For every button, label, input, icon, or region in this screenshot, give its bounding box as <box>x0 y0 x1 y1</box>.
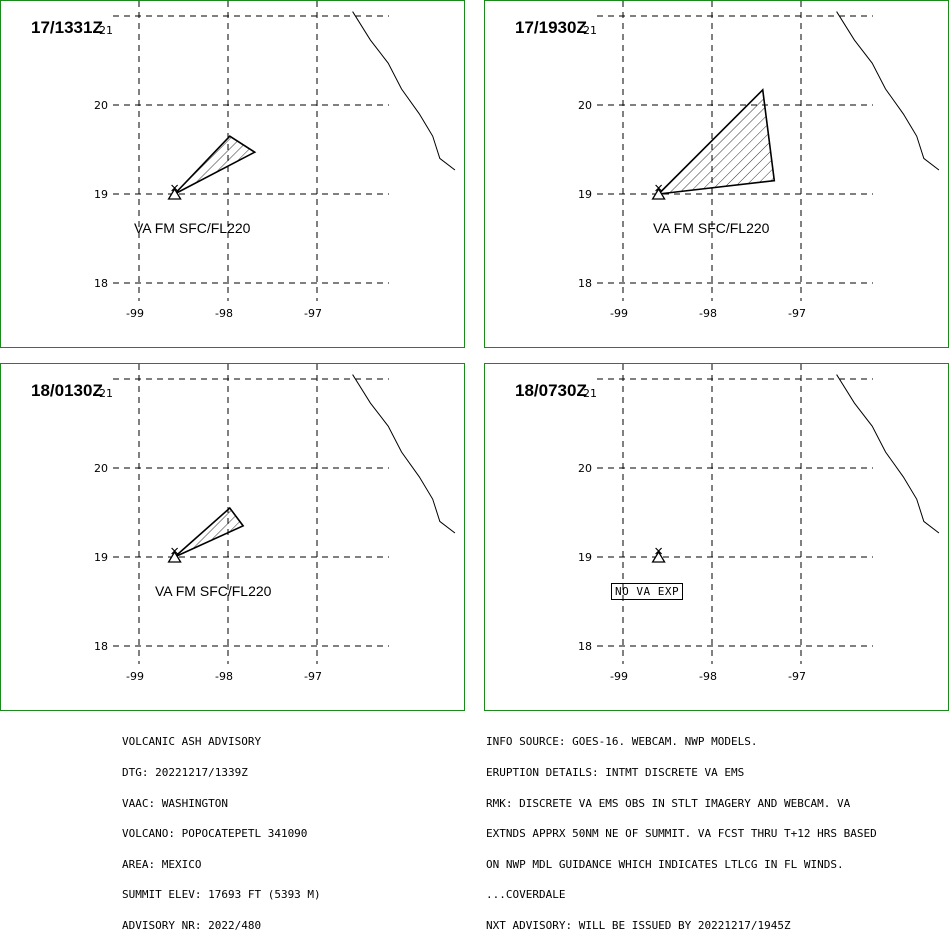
forecast-panel-2: 21 20 19 18 -99 -98 -97 17/1930Z VA FM SFC/FL2… <box>484 0 949 348</box>
coastline <box>836 374 940 534</box>
volcano-icon <box>167 547 182 563</box>
advisory-line: DTG: 20221217/1339Z <box>122 766 248 779</box>
lat-tick-label: 18 <box>94 640 108 653</box>
ash-cloud-polygon <box>174 506 245 558</box>
lon-tick-label: -99 <box>126 307 144 320</box>
remark-line: ERUPTION DETAILS: INTMT DISCRETE VA EMS <box>486 766 745 779</box>
lat-tick-label: 19 <box>578 551 592 564</box>
lat-tick-label: 19 <box>578 188 592 201</box>
remark-line: ...COVERDALE <box>486 888 566 902</box>
volcano-icon <box>651 547 666 563</box>
map-svg: 21 20 19 18 -99 -98 -97 <box>94 364 456 683</box>
panel-time: 18/0730Z <box>515 381 587 400</box>
remark-line: RMK: DISCRETE VA EMS OBS IN STLT IMAGERY… <box>486 796 851 810</box>
lat-tick-label: 21 <box>583 387 597 400</box>
ash-cloud-polygon <box>656 88 776 196</box>
lat-tick-label: 20 <box>578 99 592 112</box>
panel-time: 18/0130Z <box>31 381 103 400</box>
map-svg: 21 20 19 18 -99 -98 -97 <box>94 1 456 320</box>
remark-line: NXT ADVISORY: WILL BE ISSUED BY 20221217… <box>486 918 791 932</box>
lon-tick-label: -98 <box>699 307 717 320</box>
lat-tick-label: 20 <box>578 462 592 475</box>
advisory-line: AREA: MEXICO <box>122 857 202 871</box>
lon-tick-label: -97 <box>304 307 322 320</box>
remark-line: INFO SOURCE: GOES-16. WEBCAM. NWP MODELS… <box>486 735 758 749</box>
lat-tick-label: 18 <box>578 277 592 290</box>
lon-tick-label: -99 <box>126 670 144 683</box>
ash-label: VA FM SFC/FL220 <box>155 583 272 599</box>
advisory-remarks-block: INFO SOURCE: GOES-16. WEBCAM. NWP MODELS… <box>486 717 877 941</box>
ash-label: VA FM SFC/FL220 <box>653 220 770 236</box>
map-svg: 21 20 19 18 -99 -98 -97 <box>578 1 940 320</box>
lat-tick-label: 21 <box>99 387 113 400</box>
forecast-panel-1: 21 20 19 18 -99 -98 -97 17/1331Z VA FM SFC/FL2… <box>0 0 465 348</box>
lon-tick-label: -97 <box>788 307 806 320</box>
remark-line: ON NWP MDL GUIDANCE WHICH INDICATES LTLC… <box>486 857 844 871</box>
ash-cloud-polygon <box>174 135 257 195</box>
lon-tick-label: -98 <box>215 670 233 683</box>
remark-line: EXTNDS APPRX 50NM NE OF SUMMIT. VA FCST … <box>486 827 877 841</box>
coastline <box>836 11 940 171</box>
advisory-header-block: VOLCANIC ASH ADVISORY DTG: 20221217/1339… <box>122 717 321 941</box>
coastline <box>352 374 456 534</box>
lat-tick-label: 18 <box>578 640 592 653</box>
panel-time: 17/1331Z <box>31 18 103 37</box>
forecast-panel-3: 21 20 19 18 -99 -98 -97 18/0130Z VA FM SFC/FL2… <box>0 363 465 711</box>
lat-tick-label: 20 <box>94 99 108 112</box>
lon-tick-label: -99 <box>610 670 628 683</box>
lat-tick-label: 19 <box>94 551 108 564</box>
advisory-line: SUMMIT ELEV: 17693 FT (5393 M) <box>122 888 321 902</box>
lon-tick-label: -99 <box>610 307 628 320</box>
advisory-line: ADVISORY NR: 2022/480 <box>122 918 262 932</box>
lat-tick-label: 18 <box>94 277 108 290</box>
lon-tick-label: -97 <box>788 670 806 683</box>
lon-tick-label: -98 <box>699 670 717 683</box>
map-svg: 21 20 19 18 -99 -98 -97 <box>578 364 940 683</box>
lon-tick-label: -98 <box>215 307 233 320</box>
panel-time: 17/1930Z <box>515 18 587 37</box>
ash-label: VA FM SFC/FL220 <box>134 220 251 236</box>
lat-tick-label: 20 <box>94 462 108 475</box>
no-ash-label: NO VA EXP <box>611 583 684 600</box>
advisory-line: VAAC: WASHINGTON <box>122 796 228 810</box>
lat-tick-label: 21 <box>99 24 113 37</box>
advisory-line: VOLCANO: POPOCATEPETL 341090 <box>122 827 308 841</box>
advisory-line: VOLCANIC ASH ADVISORY <box>122 735 262 749</box>
forecast-panel-4: 21 20 19 18 -99 -98 -97 18/0730Z NO VA EXP <box>484 363 949 711</box>
lat-tick-label: 19 <box>94 188 108 201</box>
lat-tick-label: 21 <box>583 24 597 37</box>
coastline <box>352 11 456 171</box>
volcano-icon <box>167 184 182 200</box>
lon-tick-label: -97 <box>304 670 322 683</box>
volcano-icon <box>651 184 666 200</box>
